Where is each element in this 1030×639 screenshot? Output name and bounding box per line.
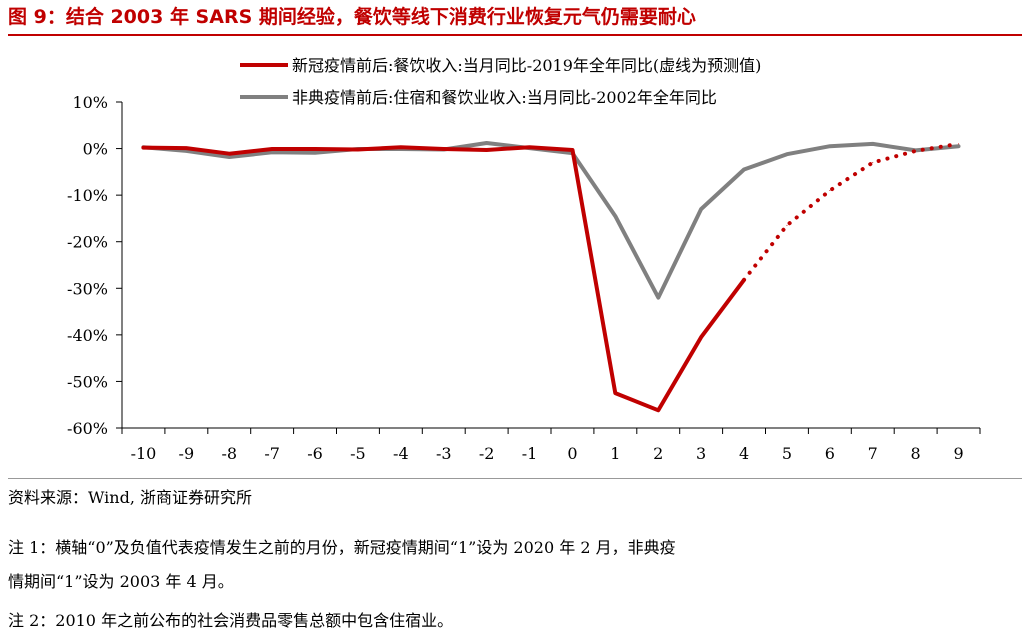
data-point-0 — [271, 148, 273, 150]
x-tick-label: -3 — [436, 444, 452, 463]
x-tick-label: -7 — [264, 444, 280, 463]
x-tick-label: -9 — [179, 444, 195, 463]
x-tick-label: 0 — [567, 444, 577, 463]
data-point-2 — [657, 297, 659, 299]
data-point-0 — [185, 147, 187, 149]
data-point-2 — [786, 153, 788, 155]
title-divider — [8, 34, 1022, 36]
data-point-2 — [958, 145, 960, 147]
x-tick-label: -5 — [350, 444, 366, 463]
y-tick-label: 0% — [83, 140, 108, 159]
data-point-2 — [743, 169, 745, 171]
chart-legend: 新冠疫情前后:餐饮收入:当月同比-2019年全年同比(虚线为预测值) 非典疫情前… — [240, 56, 761, 107]
data-point-0 — [529, 146, 531, 148]
data-point-0 — [314, 148, 316, 150]
note-1-line-2: 情期间“1”设为 2003 年 4 月。 — [8, 572, 234, 591]
x-tick-label: -2 — [479, 444, 495, 463]
source-note: 资料来源：Wind, 浙商证券研究所 — [8, 488, 253, 507]
figure-title: 图 9：结合 2003 年 SARS 期间经验，餐饮等线下消费行业恢复元气仍需要… — [8, 6, 696, 28]
y-tick-label: -60% — [67, 419, 108, 438]
x-tick-label: 8 — [911, 444, 921, 463]
data-point-0 — [657, 409, 659, 411]
y-tick-label: -10% — [67, 186, 108, 205]
y-tick-label: -20% — [67, 233, 108, 252]
x-tick-label: 3 — [696, 444, 706, 463]
x-tick-label: 4 — [739, 444, 749, 463]
data-point-2 — [872, 143, 874, 145]
data-point-2 — [228, 156, 230, 158]
line-chart: 10%0%-10%-20%-30%-40%-50%-60%-10 -9 -8 -7 -6… — [67, 56, 981, 463]
data-point-0 — [486, 149, 488, 151]
data-point-0 — [614, 392, 616, 394]
data-point-2 — [271, 151, 273, 153]
data-point-1 — [743, 279, 745, 281]
x-tick-label: 1 — [610, 444, 620, 463]
y-tick-label: -30% — [67, 279, 108, 298]
y-tick-label: -40% — [67, 326, 108, 345]
x-tick-label: -6 — [307, 444, 323, 463]
data-point-1 — [829, 189, 831, 191]
data-point-1 — [872, 162, 874, 164]
note-2: 注 2：2010 年之前公布的社会消费品零售总额中包含住宿业。 — [8, 611, 454, 630]
x-tick-label: -10 — [131, 444, 157, 463]
x-tick-label: 6 — [825, 444, 835, 463]
x-tick-label: 5 — [782, 444, 792, 463]
data-point-2 — [486, 142, 488, 144]
series-line-1 — [742, 141, 961, 282]
x-tick-label: 7 — [868, 444, 878, 463]
data-point-0 — [571, 149, 573, 151]
data-point-1 — [786, 224, 788, 226]
x-tick-label: -1 — [522, 444, 538, 463]
data-point-2 — [829, 145, 831, 147]
x-tick-label: -4 — [393, 444, 409, 463]
y-tick-label: -50% — [67, 372, 108, 391]
axes-layer: 10%0%-10%-20%-30%-40%-50%-60%-10 -9 -8 -7 -6… — [67, 93, 981, 463]
y-tick-label: 10% — [72, 93, 108, 112]
legend-label-covid: 新冠疫情前后:餐饮收入:当月同比-2019年全年同比(虚线为预测值) — [292, 56, 761, 75]
data-point-2 — [700, 208, 702, 210]
data-point-2 — [314, 152, 316, 154]
x-tick-label: -8 — [221, 444, 237, 463]
series-line-2 — [141, 141, 961, 300]
data-point-1 — [915, 150, 917, 152]
series-line-0 — [141, 145, 746, 413]
data-point-0 — [400, 146, 402, 148]
note-1-line-1: 注 1：横轴“0”及负值代表疫情发生之前的月份，新冠疫情期间“1”设为 2020… — [8, 538, 676, 557]
data-point-2 — [185, 150, 187, 152]
data-point-0 — [142, 147, 144, 149]
data-point-2 — [614, 215, 616, 217]
series-layer — [141, 141, 961, 413]
x-tick-label: 9 — [953, 444, 963, 463]
data-point-0 — [700, 336, 702, 338]
data-point-0 — [228, 153, 230, 155]
data-point-0 — [443, 148, 445, 150]
legend-label-sars: 非典疫情前后:住宿和餐饮业收入:当月同比-2002年全年同比 — [292, 88, 717, 107]
data-point-1 — [958, 143, 960, 145]
x-tick-label: 2 — [653, 444, 663, 463]
footer-divider — [8, 478, 1022, 479]
data-point-0 — [357, 149, 359, 151]
